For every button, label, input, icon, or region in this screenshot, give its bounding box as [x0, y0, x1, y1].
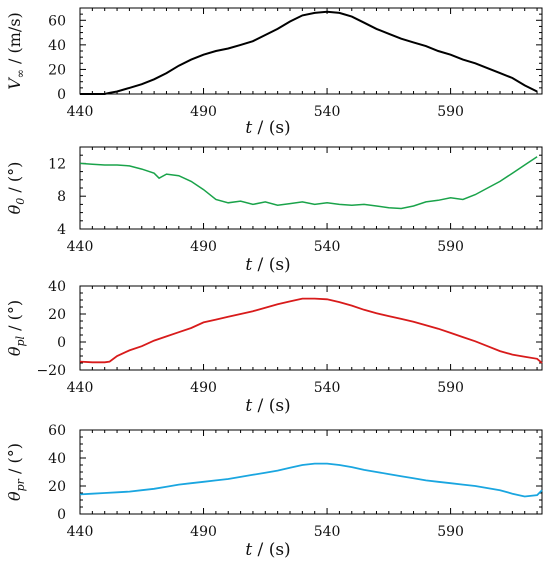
series-line: [79, 156, 538, 210]
ticks: [79, 146, 542, 230]
panel-theta-pl: −20 0 20 40 440 490 540 590 θpl / (°) t / (s): [5, 279, 543, 416]
x-tick-labels: 440 490 540 590: [67, 239, 464, 255]
x-tick-label: 590: [437, 380, 464, 396]
panel-theta-0: 4 8 12 440 490 540 590 θ0 / (°) t / (s): [5, 146, 543, 275]
x-axis-label: t / (s): [245, 540, 290, 560]
x-tick-labels: 440 490 540 590: [67, 524, 464, 540]
x-tick-label: 540: [314, 524, 341, 540]
y-tick-label: 20: [48, 62, 66, 78]
x-tick-label: 440: [67, 524, 94, 540]
y-tick-label: 4: [57, 222, 66, 238]
y-tick-label: 40: [48, 38, 66, 54]
y-tick-labels: 0 20 40 60: [48, 13, 66, 103]
y-axis-label: θpl / (°): [5, 300, 27, 356]
y-axis-label: θ0 / (°): [5, 162, 27, 215]
x-tick-label: 540: [314, 239, 341, 255]
series-line: [80, 10, 538, 95]
y-axis-label: V∞ / (m/s): [5, 12, 27, 90]
x-tick-label: 590: [437, 239, 464, 255]
y-tick-label: 8: [57, 189, 66, 205]
y-tick-label: 40: [48, 451, 66, 467]
y-tick-label: 0: [57, 87, 66, 103]
x-tick-label: 490: [190, 524, 217, 540]
series-line: [79, 297, 543, 364]
y-tick-labels: −20 0 20 40: [36, 279, 66, 379]
panel-theta-pr: 0 20 40 60 440 490 540 590 θpr / (°) t / (s): [5, 423, 543, 560]
x-tick-labels: 440 490 540 590: [67, 380, 464, 396]
ticks: [79, 429, 542, 515]
y-tick-label: 0: [57, 507, 66, 523]
y-tick-label: 40: [48, 279, 66, 295]
x-tick-label: 440: [67, 380, 94, 396]
y-tick-labels: 0 20 40 60: [48, 423, 66, 523]
x-axis-label: t / (s): [245, 255, 290, 275]
y-tick-label: 60: [48, 13, 66, 29]
x-tick-label: 490: [190, 239, 217, 255]
series-line: [79, 462, 543, 498]
y-tick-label: −20: [36, 363, 66, 379]
y-axis-label: θpr / (°): [5, 443, 27, 501]
x-tick-label: 440: [67, 104, 94, 120]
ticks: [79, 285, 542, 371]
x-tick-label: 590: [437, 104, 464, 120]
x-tick-labels: 440 490 540 590: [67, 104, 464, 120]
y-tick-label: 0: [57, 335, 66, 351]
y-tick-label: 20: [48, 479, 66, 495]
x-tick-label: 540: [314, 380, 341, 396]
y-tick-label: 20: [48, 307, 66, 323]
y-tick-labels: 4 8 12: [48, 156, 66, 238]
x-axis-label: t / (s): [245, 118, 290, 138]
plot-frame: [79, 429, 543, 515]
x-tick-label: 440: [67, 239, 94, 255]
x-tick-label: 490: [190, 380, 217, 396]
ticks: [79, 7, 542, 95]
y-tick-label: 12: [48, 156, 66, 172]
panel-airspeed: 0 20 40 60 440 490 540 590 V∞ / (m/s) t / (s): [5, 7, 543, 138]
y-tick-label: 60: [48, 423, 66, 439]
x-tick-label: 490: [190, 104, 217, 120]
plot-frame: [79, 146, 543, 230]
x-axis-label: t / (s): [245, 396, 290, 416]
x-tick-label: 540: [314, 104, 341, 120]
x-tick-label: 590: [437, 524, 464, 540]
